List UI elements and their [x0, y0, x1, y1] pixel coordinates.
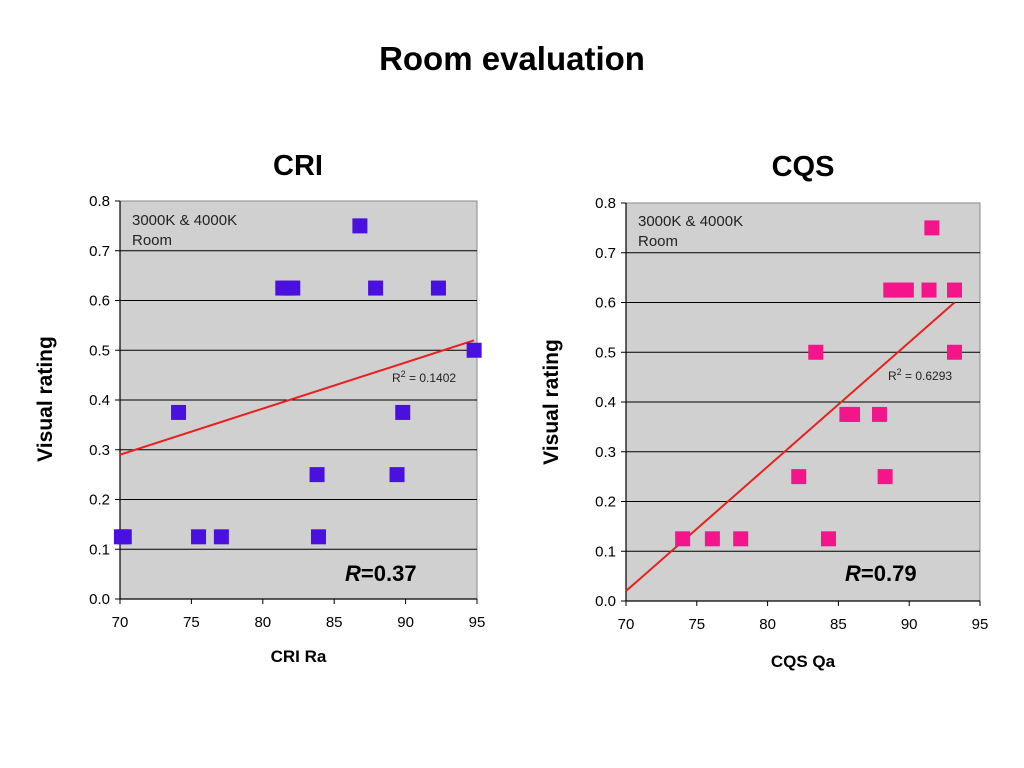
y-tick-label: 0.7 [89, 243, 110, 260]
y-tick-label: 0.8 [595, 195, 616, 212]
y-tick-label: 0.0 [89, 591, 110, 608]
x-tick-label: 95 [469, 614, 486, 631]
data-point [733, 531, 749, 547]
y-tick-label: 0.1 [89, 541, 110, 558]
y-tick-label: 0.3 [595, 444, 616, 461]
x-axis-label: CQS Qa [771, 652, 836, 671]
data-point [395, 404, 411, 420]
r-value-label: R=0.37 [345, 561, 417, 586]
x-tick-label: 95 [972, 616, 989, 633]
data-point [389, 467, 405, 483]
x-tick-label: 75 [688, 616, 705, 633]
chart-title: CQS [772, 151, 835, 183]
data-point [171, 404, 187, 420]
data-point [947, 344, 963, 360]
data-point [675, 531, 691, 547]
data-point [116, 529, 132, 545]
y-tick-label: 0.7 [595, 245, 616, 262]
data-point [309, 467, 325, 483]
x-tick-label: 75 [183, 614, 200, 631]
legend-text: 3000K & 4000K [132, 212, 237, 229]
data-point [921, 282, 937, 298]
y-tick-label: 0.6 [89, 293, 110, 310]
data-point [213, 529, 229, 545]
data-point [871, 406, 887, 422]
r-value-label: R=0.79 [845, 561, 917, 586]
legend-text: 3000K & 4000K [638, 213, 743, 230]
y-tick-label: 0.4 [89, 392, 110, 409]
cqs-chart: 0.0 0.1 0.2 0.3 0.4 0.5 0.6 0.7 0.8 70 75 80 85 90 95 C… [540, 151, 988, 671]
data-point [430, 280, 446, 296]
data-point [466, 342, 482, 358]
data-point [285, 280, 301, 296]
data-point [820, 531, 836, 547]
x-tick-label: 85 [326, 614, 343, 631]
r-squared-label: R2 = 0.1402 [392, 369, 456, 385]
x-tick-label: 85 [830, 616, 847, 633]
y-tick-label: 0.2 [89, 492, 110, 509]
data-point [808, 344, 824, 360]
slide-title: Room evaluation [379, 40, 645, 77]
r-squared-label: R2 = 0.6293 [888, 367, 952, 383]
x-tick-label: 90 [901, 616, 918, 633]
y-tick-label: 0.1 [595, 543, 616, 560]
legend-text: Room [132, 232, 172, 249]
x-tick-label: 70 [618, 616, 635, 633]
data-point [845, 406, 861, 422]
y-tick-label: 0.5 [595, 344, 616, 361]
data-point [352, 218, 368, 234]
data-point [191, 529, 207, 545]
chart-title: CRI [273, 150, 323, 182]
data-point [368, 280, 384, 296]
x-tick-label: 90 [397, 614, 414, 631]
x-tick-label: 80 [759, 616, 776, 633]
data-point [791, 469, 807, 485]
y-tick-label: 0.6 [595, 295, 616, 312]
data-point [898, 282, 914, 298]
y-axis-label: Visual rating [540, 339, 563, 465]
data-point [310, 529, 326, 545]
data-point [704, 531, 720, 547]
x-axis-label: CRI Ra [271, 647, 327, 666]
y-tick-label: 0.5 [89, 342, 110, 359]
cri-chart: 0.0 0.1 0.2 0.3 0.4 0.5 0.6 0.7 0.8 70 75 80 85 90 95 C… [34, 150, 485, 666]
data-point [947, 282, 963, 298]
data-point [924, 220, 940, 236]
data-point [877, 469, 893, 485]
trendline [119, 339, 475, 456]
y-tick-label: 0.2 [595, 494, 616, 511]
y-tick-label: 0.4 [595, 394, 616, 411]
y-tick-label: 0.0 [595, 593, 616, 610]
y-tick-label: 0.8 [89, 193, 110, 210]
y-tick-label: 0.3 [89, 442, 110, 459]
y-axis-label: Visual rating [34, 336, 57, 462]
x-tick-label: 80 [254, 614, 271, 631]
x-tick-label: 70 [112, 614, 129, 631]
legend-text: Room [638, 233, 678, 250]
